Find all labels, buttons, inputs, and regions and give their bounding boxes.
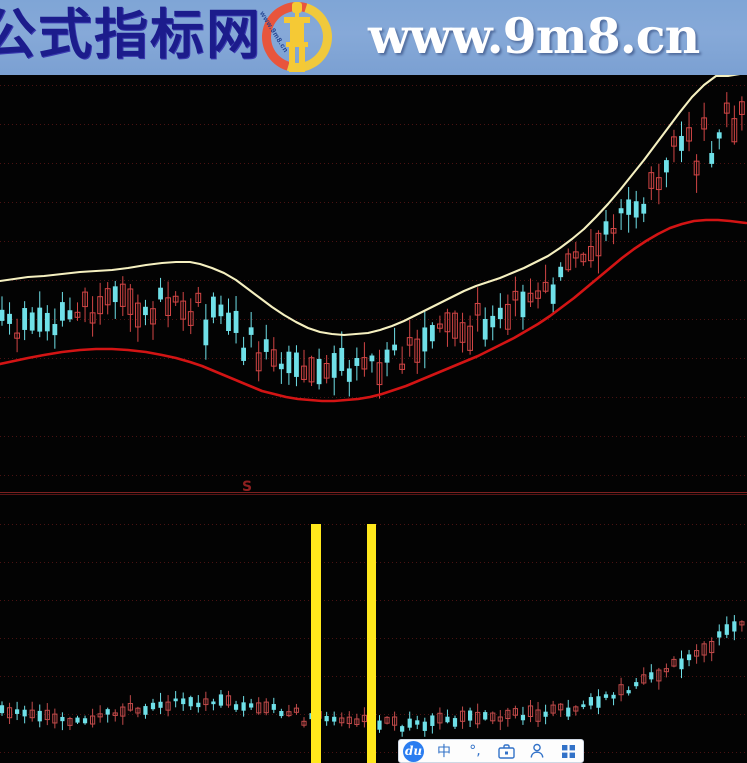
- gridline: [0, 241, 747, 242]
- baidu-logo-icon[interactable]: du: [403, 740, 424, 762]
- pane-separator-line-2: [0, 494, 747, 495]
- gridline: [0, 319, 747, 320]
- price-pane[interactable]: [0, 75, 747, 492]
- candlestick-series: [0, 92, 745, 399]
- baidu-ime-toolbar[interactable]: du 中 °,: [398, 739, 584, 763]
- gridline: [0, 280, 747, 281]
- gridline: [0, 202, 747, 203]
- banner-site-url: www.9m8.cn: [368, 7, 700, 65]
- ime-language-mode-button[interactable]: 中: [437, 744, 451, 760]
- indicator-candles: [0, 615, 745, 737]
- signal-bar-2: [367, 524, 376, 763]
- gridline: [0, 436, 747, 437]
- user-icon[interactable]: [526, 741, 548, 761]
- site-banner: 公式指标网 www.9m8.cn www.9m8.cn: [0, 0, 747, 75]
- gridline: [0, 163, 747, 164]
- price-candles-and-bands: [0, 75, 747, 403]
- signal-bar-1: [311, 524, 321, 763]
- pane-separator-line: [0, 492, 747, 493]
- gridline: [0, 124, 747, 125]
- toolbox-icon[interactable]: [495, 741, 517, 761]
- banner-chinese-title: 公式指标网: [0, 3, 262, 66]
- 9m8-circle-logo: www.9m8.cn: [249, 0, 345, 75]
- gridline: [0, 397, 747, 398]
- sell-signal-marker: S: [242, 479, 253, 495]
- gridline: [0, 85, 747, 86]
- indicator-candlestick-series: [0, 615, 745, 737]
- ime-punctuation-mode-button[interactable]: °,: [469, 743, 481, 759]
- logo-figure-icon: [284, 2, 310, 72]
- gridline: [0, 475, 747, 476]
- apps-grid-icon[interactable]: [557, 741, 579, 761]
